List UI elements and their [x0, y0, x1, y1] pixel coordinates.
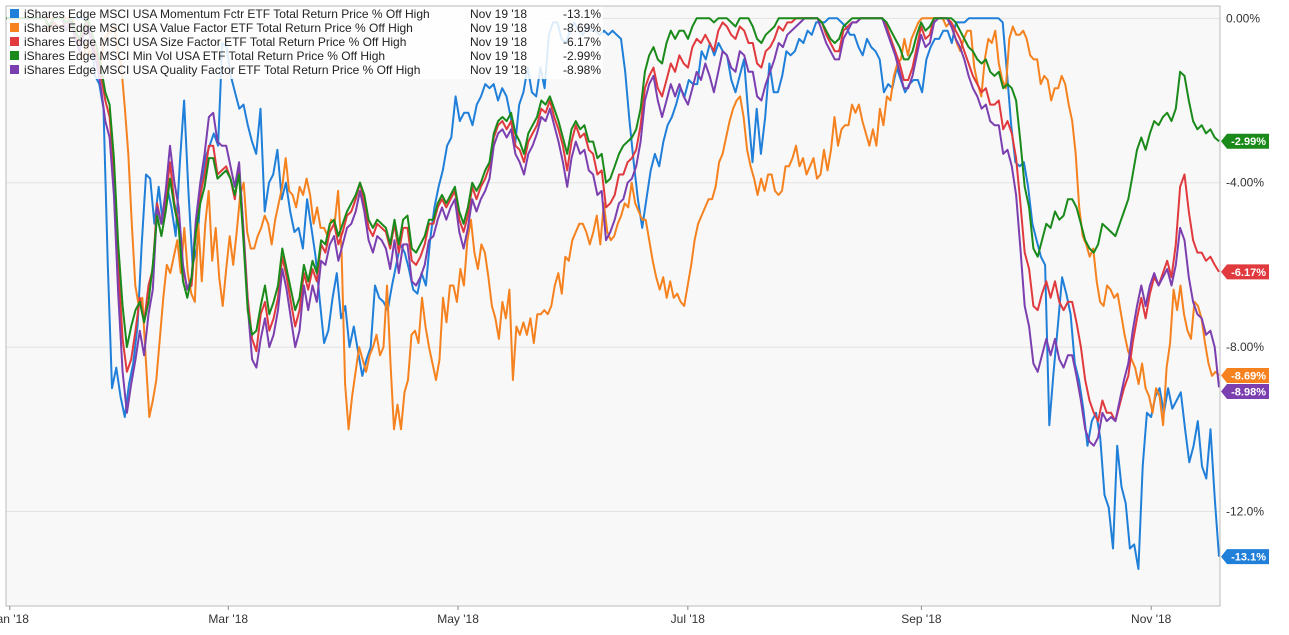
y-axis-ticks: 0.00% -4.00% -8.00% -12.0% [1226, 11, 1264, 518]
series-line-4 [6, 17, 1220, 447]
legend-value: -2.99% [563, 49, 601, 63]
last-value-label-2: -6.17% [1221, 264, 1269, 280]
last-value-label-1: -8.69% [1221, 367, 1269, 383]
legend-item: iShares Edge MSCI USA Value Factor ETF T… [10, 21, 601, 35]
series-line-3 [6, 17, 1220, 349]
legend-swatch [10, 23, 19, 32]
legend-series-name: iShares Edge MSCI USA Value Factor ETF T… [24, 21, 413, 35]
legend-series-name: iShares Edge MSCI USA Size Factor ETF To… [24, 35, 406, 49]
x-axis-ticks: Jan '18 Mar '18 May '18 Jul '18 Sep '18 Nov '… [0, 606, 1172, 626]
last-value-text: -13.1% [1231, 552, 1266, 564]
legend-series-name: iShares Edge MSCI USA Quality Factor ETF… [24, 63, 420, 77]
legend-background [7, 7, 603, 79]
legend-item: iShares Edge MSCI USA Momentum Fctr ETF … [10, 7, 601, 21]
legend-item: iShares Edge MSCI USA Quality Factor ETF… [10, 63, 601, 77]
x-tick-label: Sep '18 [901, 612, 942, 626]
series-line-2 [6, 17, 1220, 423]
legend-date: Nov 19 '18 [470, 7, 527, 21]
legend-swatch [10, 51, 19, 60]
series-line-1 [6, 17, 1220, 431]
legend: iShares Edge MSCI USA Momentum Fctr ETF … [7, 7, 603, 79]
legend-swatch [10, 37, 19, 46]
last-value-label-0: -13.1% [1221, 549, 1269, 565]
last-value-labels: -13.1% -8.69% -6.17% -2.99% -8.98% [1221, 133, 1269, 565]
legend-series-name: iShares Edge MSCI Min Vol USA ETF Total … [24, 49, 385, 63]
legend-date: Nov 19 '18 [470, 49, 527, 63]
y-tick-label: -4.00% [1226, 176, 1264, 190]
x-tick-label: Nov '18 [1131, 612, 1172, 626]
plot-border [5, 5, 1221, 607]
x-tick-label: Mar '18 [208, 612, 248, 626]
legend-item: iShares Edge MSCI USA Size Factor ETF To… [10, 35, 601, 49]
x-tick-label: Jul '18 [671, 612, 706, 626]
legend-value: -13.1% [563, 7, 601, 21]
y-tick-label: 0.00% [1226, 11, 1260, 25]
legend-series-name: iShares Edge MSCI USA Momentum Fctr ETF … [24, 7, 430, 21]
last-value-label-4: -8.98% [1221, 383, 1269, 399]
last-value-text: -8.98% [1231, 386, 1266, 398]
last-value-text: -8.69% [1231, 370, 1266, 382]
x-tick-label: May '18 [437, 612, 479, 626]
y-tick-label: -8.00% [1226, 340, 1264, 354]
last-value-text: -6.17% [1231, 267, 1266, 279]
legend-date: Nov 19 '18 [470, 21, 527, 35]
last-value-label-3: -2.99% [1221, 133, 1269, 149]
legend-value: -8.98% [563, 63, 601, 77]
last-value-text: -2.99% [1231, 136, 1266, 148]
legend-date: Nov 19 '18 [470, 35, 527, 49]
x-tick-label: Jan '18 [0, 612, 29, 626]
y-tick-label: -12.0% [1226, 504, 1264, 518]
legend-item: iShares Edge MSCI Min Vol USA ETF Total … [10, 49, 601, 63]
legend-value: -6.17% [563, 35, 601, 49]
legend-swatch [10, 9, 19, 18]
legend-swatch [10, 65, 19, 74]
series-lines [6, 17, 1220, 570]
legend-value: -8.69% [563, 21, 601, 35]
legend-date: Nov 19 '18 [470, 63, 527, 77]
